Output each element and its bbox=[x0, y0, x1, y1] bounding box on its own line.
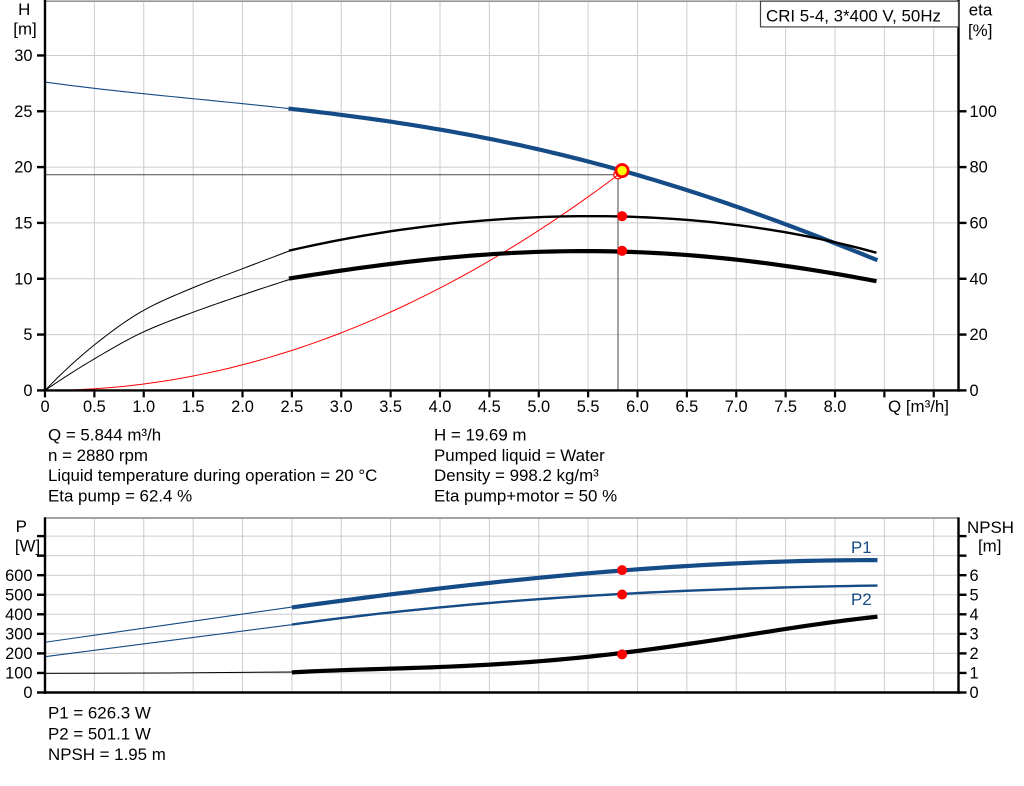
svg-text:NPSH = 1.95 m: NPSH = 1.95 m bbox=[48, 745, 166, 764]
svg-text:4.5: 4.5 bbox=[478, 398, 501, 416]
svg-text:n = 2880 rpm: n = 2880 rpm bbox=[48, 446, 148, 465]
svg-text:3: 3 bbox=[970, 626, 979, 644]
svg-text:Eta pump = 62.4 %: Eta pump = 62.4 % bbox=[48, 487, 192, 506]
svg-text:80: 80 bbox=[970, 159, 988, 177]
svg-text:0: 0 bbox=[970, 684, 979, 702]
svg-text:P2 = 501.1 W: P2 = 501.1 W bbox=[48, 724, 151, 743]
svg-text:3.0: 3.0 bbox=[330, 398, 353, 416]
svg-text:1.5: 1.5 bbox=[182, 398, 205, 416]
svg-text:0: 0 bbox=[23, 684, 32, 702]
svg-text:5: 5 bbox=[970, 586, 979, 604]
svg-text:100: 100 bbox=[5, 665, 32, 683]
svg-text:30: 30 bbox=[14, 47, 32, 65]
svg-text:[%]: [%] bbox=[968, 21, 992, 40]
svg-text:15: 15 bbox=[14, 215, 32, 233]
svg-text:6.5: 6.5 bbox=[676, 398, 699, 416]
svg-text:P2: P2 bbox=[851, 590, 872, 609]
svg-text:10: 10 bbox=[14, 270, 32, 288]
svg-text:[W]: [W] bbox=[15, 536, 40, 555]
svg-text:400: 400 bbox=[5, 606, 32, 624]
svg-text:5.0: 5.0 bbox=[527, 398, 550, 416]
svg-text:4: 4 bbox=[970, 606, 979, 624]
svg-text:Liquid temperature during oper: Liquid temperature during operation = 20… bbox=[48, 466, 377, 485]
svg-text:2.5: 2.5 bbox=[281, 398, 304, 416]
svg-text:500: 500 bbox=[5, 586, 32, 604]
svg-text:3.5: 3.5 bbox=[379, 398, 402, 416]
svg-text:0.5: 0.5 bbox=[83, 398, 106, 416]
svg-text:60: 60 bbox=[970, 215, 988, 233]
svg-text:H = 19.69 m: H = 19.69 m bbox=[434, 426, 526, 445]
svg-text:6: 6 bbox=[970, 567, 979, 585]
svg-text:5.5: 5.5 bbox=[577, 398, 600, 416]
svg-text:300: 300 bbox=[5, 626, 32, 644]
svg-text:Eta pump+motor = 50 %: Eta pump+motor = 50 % bbox=[434, 487, 617, 506]
svg-text:eta: eta bbox=[969, 0, 993, 19]
svg-text:NPSH: NPSH bbox=[967, 518, 1014, 537]
svg-text:6.0: 6.0 bbox=[626, 398, 649, 416]
svg-text:40: 40 bbox=[970, 270, 988, 288]
svg-text:5: 5 bbox=[23, 326, 32, 344]
svg-text:2: 2 bbox=[970, 645, 979, 663]
svg-text:20: 20 bbox=[970, 326, 988, 344]
svg-text:100: 100 bbox=[970, 103, 997, 121]
svg-text:8.0: 8.0 bbox=[824, 398, 847, 416]
svg-text:Pumped liquid = Water: Pumped liquid = Water bbox=[434, 446, 605, 465]
svg-text:P1 = 626.3 W: P1 = 626.3 W bbox=[48, 704, 151, 723]
svg-text:200: 200 bbox=[5, 645, 32, 663]
svg-text:Q = 5.844 m³/h: Q = 5.844 m³/h bbox=[48, 426, 161, 445]
svg-text:P: P bbox=[16, 517, 27, 536]
svg-text:1: 1 bbox=[970, 665, 979, 683]
svg-text:25: 25 bbox=[14, 103, 32, 121]
svg-text:H: H bbox=[18, 0, 30, 19]
svg-text:[m]: [m] bbox=[978, 536, 1001, 555]
svg-text:0: 0 bbox=[970, 382, 979, 400]
svg-text:[m]: [m] bbox=[13, 20, 36, 39]
svg-text:P1: P1 bbox=[851, 538, 872, 557]
svg-text:Q [m³/h]: Q [m³/h] bbox=[888, 397, 949, 416]
svg-text:0: 0 bbox=[23, 382, 32, 400]
svg-text:0: 0 bbox=[40, 398, 49, 416]
svg-text:7.5: 7.5 bbox=[774, 398, 797, 416]
svg-text:4.0: 4.0 bbox=[429, 398, 452, 416]
svg-text:20: 20 bbox=[14, 159, 32, 177]
svg-text:600: 600 bbox=[5, 567, 32, 585]
svg-text:CRI 5-4, 3*400 V, 50Hz: CRI 5-4, 3*400 V, 50Hz bbox=[766, 6, 941, 25]
svg-text:7.0: 7.0 bbox=[725, 398, 748, 416]
svg-text:1.0: 1.0 bbox=[132, 398, 155, 416]
svg-text:2.0: 2.0 bbox=[231, 398, 254, 416]
svg-text:Density = 998.2 kg/m³: Density = 998.2 kg/m³ bbox=[434, 466, 599, 485]
